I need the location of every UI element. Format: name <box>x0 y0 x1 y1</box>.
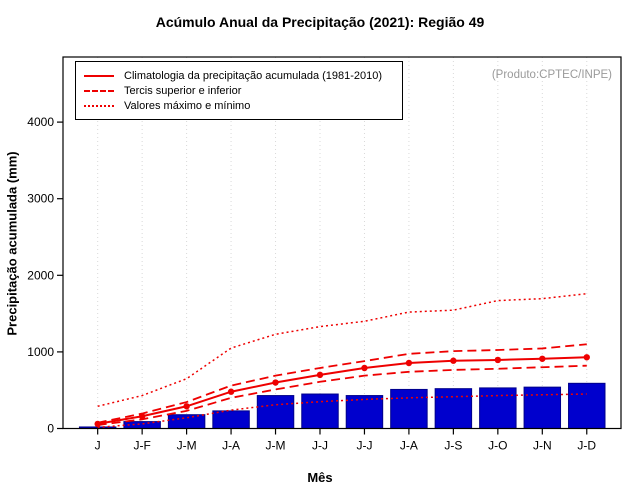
x-tick-label: J-N <box>533 439 552 453</box>
series-marker <box>227 388 235 395</box>
x-tick-label: J-J <box>356 439 372 453</box>
series-marker <box>450 357 457 364</box>
x-tick-label: J-O <box>488 439 507 453</box>
x-tick-label: J-S <box>444 439 462 453</box>
legend-label: Climatologia da precipitação acumulada (… <box>124 69 383 82</box>
bar <box>345 395 384 430</box>
bar <box>256 395 295 430</box>
bar <box>568 382 606 430</box>
dotted-line-icon <box>84 104 114 107</box>
x-tick-label: J-F <box>133 439 150 453</box>
product-annotation: (Produto:CPTEC/INPE) <box>491 69 612 81</box>
x-tick-label: J-D <box>577 439 596 453</box>
bar <box>390 388 428 430</box>
solid-series-line <box>97 356 587 425</box>
legend-item-maxmin: Valores máximo e mínimo <box>84 98 394 113</box>
series-marker <box>138 413 146 420</box>
plot-box <box>62 56 622 430</box>
bar <box>479 387 517 430</box>
legend-label: Valores máximo e mínimo <box>124 99 251 112</box>
legend-label: Tercis superior e inferior <box>124 84 242 97</box>
x-axis-label: Mês <box>307 470 333 485</box>
dashed-line-icon <box>84 89 114 92</box>
dashed-series-line <box>97 364 587 426</box>
dotted-series-line <box>97 292 587 408</box>
series-marker <box>316 371 324 379</box>
y-tick-label: 0 <box>47 422 54 436</box>
x-tick-label: J-M <box>177 439 197 453</box>
x-tick-label: J-M <box>266 439 286 453</box>
y-tick-label: 1000 <box>27 345 54 359</box>
bar <box>301 393 339 429</box>
y-tick-label: 3000 <box>27 192 54 206</box>
x-tick-label: J-A <box>400 439 418 453</box>
dotted-series-line <box>97 393 587 429</box>
bar <box>434 388 473 429</box>
legend: Climatologia da precipitação acumulada (… <box>75 61 403 120</box>
bar <box>523 386 562 430</box>
bar <box>167 414 206 430</box>
series-marker <box>494 356 502 364</box>
series-marker <box>539 355 546 362</box>
x-tick-label: J-J <box>312 439 328 453</box>
legend-item-tercis: Tercis superior e inferior <box>84 83 394 98</box>
series-marker <box>183 403 190 410</box>
series-marker <box>94 420 101 428</box>
y-axis-label: Precipitação acumulada (mm) <box>4 151 20 336</box>
series-marker <box>405 359 413 367</box>
series-marker <box>361 364 368 372</box>
series-marker <box>272 379 279 386</box>
y-tick-label: 4000 <box>27 115 54 129</box>
x-tick-label: J-A <box>222 439 240 453</box>
bar <box>212 410 250 430</box>
chart-title: Acúmulo Anual da Precipitação (2021): Re… <box>155 14 485 30</box>
series-marker <box>583 354 590 361</box>
legend-item-climatology: Climatologia da precipitação acumulada (… <box>84 68 394 83</box>
x-tick-label: J <box>95 439 101 453</box>
solid-line-icon <box>84 74 114 77</box>
y-tick-label: 2000 <box>27 268 54 282</box>
